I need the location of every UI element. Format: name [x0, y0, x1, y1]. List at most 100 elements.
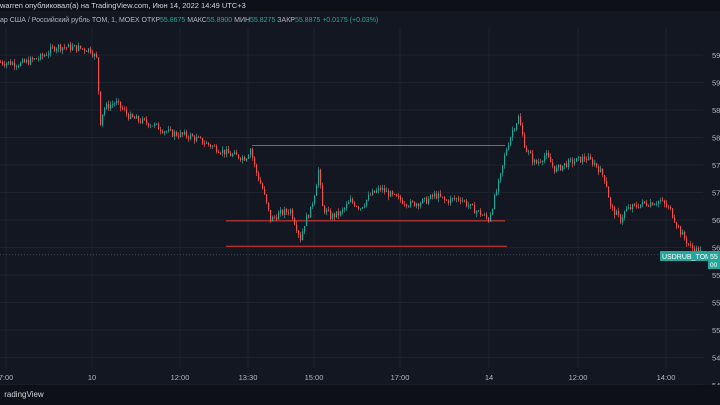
candle-body	[588, 156, 590, 161]
price-tick-label: 56	[712, 244, 720, 253]
candle-body	[192, 134, 194, 137]
candle-body	[558, 164, 560, 168]
candle-body	[480, 210, 482, 216]
candle-body	[138, 116, 140, 121]
candle-body	[194, 136, 196, 141]
candle-body	[186, 131, 188, 137]
candle-body	[374, 190, 376, 193]
candle-body	[306, 215, 308, 227]
candle-body	[512, 129, 514, 138]
candle-body	[198, 137, 200, 138]
time-tick-label: 14:00	[657, 373, 676, 382]
candle-body	[676, 222, 678, 227]
candle-body	[386, 190, 388, 192]
price-tick-label: 59	[712, 51, 720, 60]
candle-body	[464, 200, 466, 202]
candle-body	[322, 185, 324, 207]
candle-body	[304, 226, 306, 232]
candle-body	[552, 162, 554, 166]
candle-body	[252, 149, 254, 158]
candle-body	[432, 194, 434, 197]
candle-body	[8, 61, 10, 64]
candle-body	[180, 132, 182, 137]
candle-body	[78, 45, 80, 52]
candle-body	[566, 163, 568, 168]
candle-body	[654, 204, 656, 206]
candle-body	[636, 204, 638, 207]
candle-body	[586, 159, 588, 161]
symbol-tag-label: USDRUB_TOM	[662, 254, 711, 261]
candle-body	[146, 119, 148, 124]
candle-body	[444, 197, 446, 200]
candle-body	[544, 155, 546, 162]
price-tick-label: 54	[712, 354, 720, 363]
candle-body	[226, 149, 228, 155]
candle-body	[148, 123, 150, 127]
candle-body	[64, 47, 66, 49]
candle-body	[340, 211, 342, 216]
symbol-name[interactable]: ар США / Российский рубль TOM, 1, MOEX	[0, 17, 140, 24]
candle-body	[100, 91, 102, 126]
candle-body	[350, 198, 352, 203]
candle-body	[74, 45, 76, 47]
candle-body	[400, 196, 402, 201]
candle-body	[362, 207, 364, 209]
candle-body	[678, 226, 680, 228]
candle-body	[116, 101, 118, 104]
candle-body	[680, 226, 682, 235]
candle-body	[510, 137, 512, 146]
change-value: +0.0175 (+0.03%)	[322, 17, 379, 24]
candle-body	[658, 201, 660, 205]
candle-body	[638, 206, 640, 208]
candle-body	[582, 156, 584, 163]
candle-body	[548, 153, 550, 158]
candle-body	[612, 205, 614, 208]
candle-body	[268, 202, 270, 211]
time-tick-label: 12:00	[569, 373, 588, 382]
candle-body	[46, 55, 48, 56]
candle-body	[320, 169, 322, 186]
candle-body	[466, 200, 468, 206]
candle-body	[202, 137, 204, 144]
price-chart[interactable]: 59595858575756565555555454 7:001012:0013…	[0, 0, 720, 385]
candle-body	[142, 118, 144, 123]
candle-body	[378, 187, 380, 191]
candle-body	[58, 44, 60, 49]
time-tick-label: 15:00	[305, 373, 324, 382]
time-tick-label: 14	[485, 373, 493, 382]
candle-body	[92, 52, 94, 57]
candle-body	[618, 211, 620, 215]
candle-body	[684, 231, 686, 239]
candle-body	[284, 209, 286, 215]
candle-body	[30, 57, 32, 65]
time-tick-label: 12:00	[171, 373, 190, 382]
candle-body	[614, 207, 616, 216]
candle-body	[32, 57, 34, 60]
candle-body	[632, 204, 634, 210]
candle-body	[486, 214, 488, 218]
candle-body	[602, 168, 604, 176]
candle-body	[172, 129, 174, 137]
candle-body	[188, 136, 190, 139]
candle-body	[344, 208, 346, 210]
candle-body	[282, 209, 284, 215]
candle-body	[266, 194, 268, 203]
candle-body	[250, 149, 252, 156]
candle-body	[10, 61, 12, 65]
candle-body	[578, 156, 580, 159]
candle-body	[204, 143, 206, 145]
candle-body	[596, 163, 598, 167]
candle-body	[508, 145, 510, 150]
candle-body	[206, 142, 208, 144]
candle-body	[420, 203, 422, 207]
candle-body	[674, 217, 676, 223]
symbol-tag-bg	[660, 251, 708, 261]
candle-body	[230, 153, 232, 157]
candle-body	[472, 204, 474, 205]
candle-body	[244, 156, 246, 161]
candle-body	[20, 62, 22, 66]
candle-body	[360, 208, 362, 210]
candle-body	[274, 216, 276, 218]
footer-brand[interactable]: radingView	[4, 390, 44, 399]
candle-body	[290, 209, 292, 214]
